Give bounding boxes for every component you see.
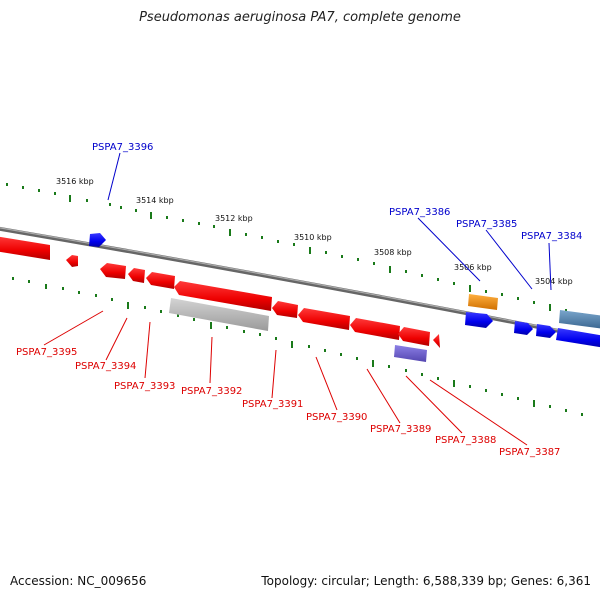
accession-text: Accession: NC_009656 [10, 574, 147, 588]
gene-label-reverse[interactable]: PSPA7_3394 [75, 361, 136, 372]
outer-tick-ring [6, 183, 598, 319]
scale-label: 3512 kbp [215, 214, 253, 223]
gene-arrow-reverse[interactable] [398, 327, 430, 346]
gene-arrow-forward[interactable] [556, 328, 600, 348]
scale-label: 3504 kbp [535, 277, 573, 286]
gene-label-reverse[interactable]: PSPA7_3389 [370, 424, 431, 435]
scale-label: 3516 kbp [56, 177, 94, 186]
gene-arrow-reverse[interactable] [146, 272, 175, 289]
gene-arrow-forward[interactable] [89, 233, 106, 247]
gene-label-forward[interactable]: PSPA7_3384 [521, 231, 582, 242]
gene-arrow-reverse[interactable] [174, 281, 272, 311]
gene-arrow-forward[interactable] [514, 321, 533, 335]
gene-label-reverse[interactable]: PSPA7_3390 [306, 412, 367, 423]
gene-label-reverse[interactable]: PSPA7_3388 [435, 435, 496, 446]
forward-genes [89, 233, 600, 348]
gene-arrow-reverse[interactable] [272, 301, 298, 318]
gene-label-reverse[interactable]: PSPA7_3387 [499, 447, 560, 458]
inner-tick-ring [12, 277, 583, 416]
gene-arrow-reverse[interactable] [298, 308, 350, 330]
scale-label: 3508 kbp [374, 248, 412, 257]
gene-label-reverse[interactable]: PSPA7_3393 [114, 381, 175, 392]
gene-feature-steel[interactable] [559, 310, 600, 329]
gene-arrow-reverse[interactable] [100, 263, 126, 279]
scale-label: 3506 kbp [454, 263, 492, 272]
gene-label-reverse[interactable]: PSPA7_3395 [16, 347, 77, 358]
gene-arrow-reverse[interactable] [66, 255, 78, 267]
gene-label-forward[interactable]: PSPA7_3386 [389, 207, 450, 218]
gene-arrow-reverse[interactable] [128, 268, 145, 283]
reverse-genes [0, 236, 440, 362]
gene-label-reverse[interactable]: PSPA7_3391 [242, 399, 303, 410]
gene-arrow-reverse[interactable] [350, 318, 400, 340]
gene-arrow-reverse[interactable] [433, 334, 440, 348]
scale-label: 3514 kbp [136, 196, 174, 205]
gene-feature-gray[interactable] [169, 298, 269, 331]
gene-label-forward[interactable]: PSPA7_3396 [92, 142, 153, 153]
gene-label-forward[interactable]: PSPA7_3385 [456, 219, 517, 230]
map-title: Pseudomonas aeruginosa PA7, complete gen… [139, 10, 461, 25]
gene-arrow-forward[interactable] [465, 312, 493, 328]
genome-stats-text: Topology: circular; Length: 6,588,339 bp… [261, 574, 591, 588]
gene-arrow-forward[interactable] [536, 324, 556, 338]
gene-feature-orange[interactable] [468, 294, 498, 310]
gene-arrow-reverse[interactable] [0, 236, 50, 260]
scale-label: 3510 kbp [294, 233, 332, 242]
gene-label-reverse[interactable]: PSPA7_3392 [181, 386, 242, 397]
reverse-leader-lines [43, 310, 528, 446]
forward-leader-lines [107, 152, 552, 291]
gene-feature-purple[interactable] [394, 345, 427, 362]
